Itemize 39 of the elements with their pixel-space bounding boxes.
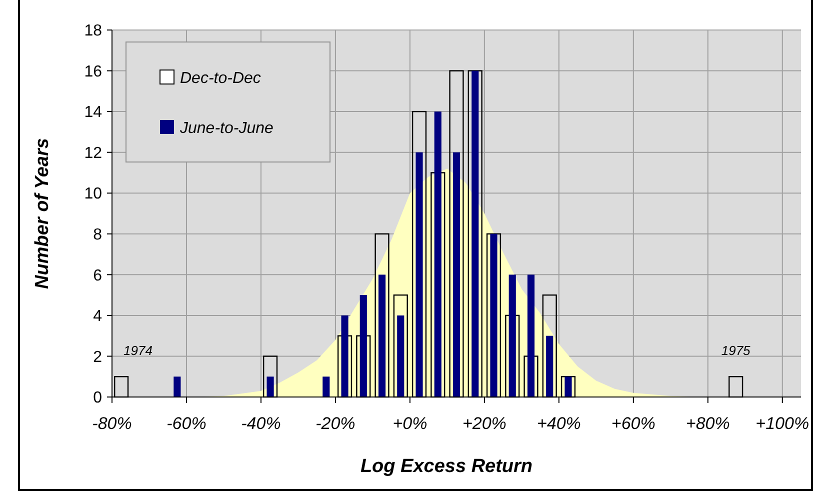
y-tick-label: 16 — [84, 63, 102, 80]
y-tick-label: 0 — [93, 390, 102, 407]
bar — [266, 376, 274, 397]
x-tick-label: -20% — [316, 414, 356, 433]
x-tick-label: +20% — [462, 414, 506, 433]
bar — [341, 315, 348, 397]
y-tick-label: 14 — [84, 104, 102, 122]
bar — [174, 376, 181, 397]
y-tick-label: 4 — [93, 308, 102, 326]
x-tick-label: -40% — [241, 414, 281, 433]
bar — [322, 376, 330, 397]
y-tick-label: 2 — [93, 348, 102, 366]
legend-label: June-to-June — [179, 120, 274, 137]
annotation: 1974 — [124, 342, 152, 358]
x-axis-title: Log Excess Return — [360, 456, 533, 477]
x-tick-label: -60% — [166, 414, 206, 433]
annotation: 1975 — [721, 342, 752, 358]
bar — [378, 274, 386, 397]
legend-label: Dec-to-Dec — [180, 70, 261, 87]
bar — [360, 295, 367, 397]
x-tick-label: +100% — [756, 414, 810, 433]
y-tick-label: 6 — [93, 267, 102, 284]
bar — [452, 152, 460, 397]
x-tick-label: +0% — [392, 414, 428, 433]
bar — [527, 274, 535, 397]
y-tick-label: 8 — [93, 226, 102, 244]
bar — [434, 112, 442, 397]
x-tick-label: +60% — [611, 414, 656, 433]
bar — [397, 315, 404, 397]
x-tick-label: -80% — [92, 414, 132, 433]
bar — [508, 274, 516, 397]
x-tick-label: +80% — [686, 414, 730, 433]
y-tick-label: 10 — [84, 186, 102, 203]
y-axis-title: Number of Years — [32, 138, 53, 289]
bar — [416, 152, 423, 397]
y-tick-label: 18 — [84, 22, 102, 40]
y-tick-label: 12 — [84, 144, 102, 162]
bar — [546, 336, 554, 397]
x-tick-label: +40% — [536, 414, 581, 433]
